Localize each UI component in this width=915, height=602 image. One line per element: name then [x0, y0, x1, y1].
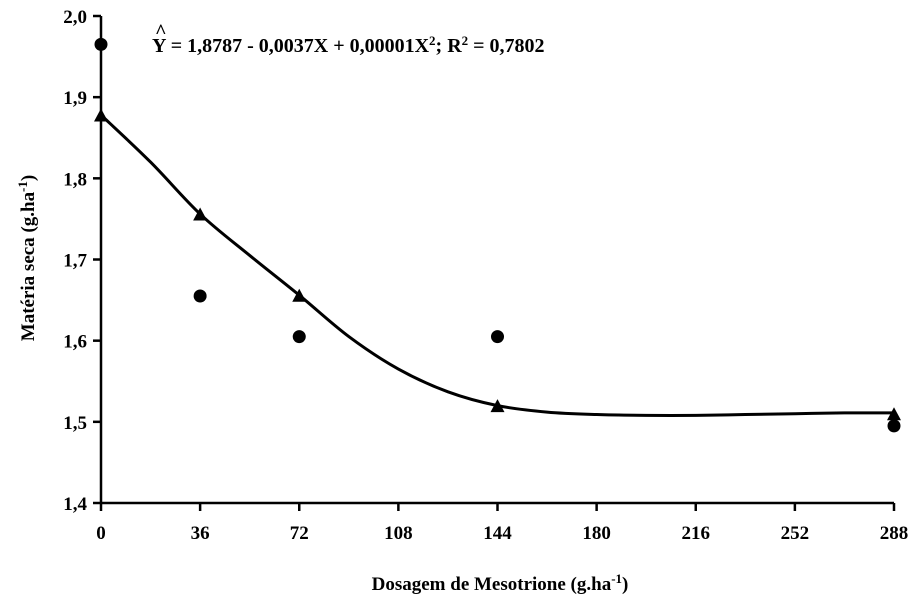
triangle-data-point [887, 407, 901, 421]
y-tick-label: 1,7 [63, 251, 87, 272]
circle-data-point [887, 419, 901, 433]
x-axis-title-main: Dosagem de Mesotrione (g.ha [372, 574, 612, 595]
y-ticks: 1,4 1,5 1,6 1,7 1,8 1,9 2,0 [63, 7, 101, 515]
x-tick-label: 36 [191, 523, 210, 544]
x-tick-label: 144 [483, 523, 512, 544]
regression-equation: Y = 1,8787 - 0,0037X + 0,00001X2; R2 = 0… [152, 33, 545, 58]
x-tick-label: 180 [582, 523, 611, 544]
axes [99, 16, 894, 505]
circle-data-point [193, 289, 207, 303]
y-tick-label: 1,8 [63, 169, 87, 190]
equation-sup2: 2 [462, 33, 469, 48]
y-axis-title-main: Matéria seca (g.ha [18, 191, 39, 341]
x-ticks: 0 36 72 108 144 180 216 252 288 [96, 503, 908, 544]
triangle-data-point [490, 399, 505, 413]
y-tick-label: 1,5 [63, 413, 87, 434]
circle-data-point [292, 330, 306, 344]
x-axis-title-sup: -1 [611, 571, 622, 586]
circle-data-point [491, 330, 504, 344]
triangle-data-point [292, 288, 307, 302]
equation-sup1: 2 [429, 33, 436, 48]
x-tick-label: 252 [781, 523, 810, 544]
y-axis-title-end: ) [18, 175, 39, 181]
x-tick-label: 108 [384, 523, 413, 544]
series-markers [94, 37, 901, 433]
equation-part1: = 1,8787 - 0,0037X + 0,00001X [166, 35, 430, 57]
equation-lhs: Y [152, 35, 167, 57]
triangle-data-point [94, 108, 108, 122]
equation-hat: ^ [155, 21, 167, 43]
y-axis-title: Matéria seca (g.ha-1) [15, 175, 40, 341]
circle-data-point [94, 37, 108, 51]
x-axis-title: Dosagem de Mesotrione (g.ha-1) [372, 571, 629, 596]
x-tick-label: 0 [96, 523, 106, 544]
triangle-data-point [193, 207, 208, 221]
y-tick-label: 1,6 [63, 332, 87, 353]
y-tick-label: 1,9 [63, 88, 87, 109]
x-axis-title-end: ) [622, 574, 628, 595]
x-tick-label: 72 [290, 523, 309, 544]
y-tick-label: 1,4 [63, 494, 87, 515]
y-tick-label: 2,0 [63, 7, 87, 28]
y-axis-title-sup: -1 [15, 181, 30, 192]
x-tick-label: 216 [682, 523, 711, 544]
x-tick-label: 288 [880, 523, 909, 544]
fit-curve-line [99, 113, 895, 417]
equation-part3: = 0,7802 [468, 35, 544, 57]
equation-part2: ; R [436, 35, 463, 57]
